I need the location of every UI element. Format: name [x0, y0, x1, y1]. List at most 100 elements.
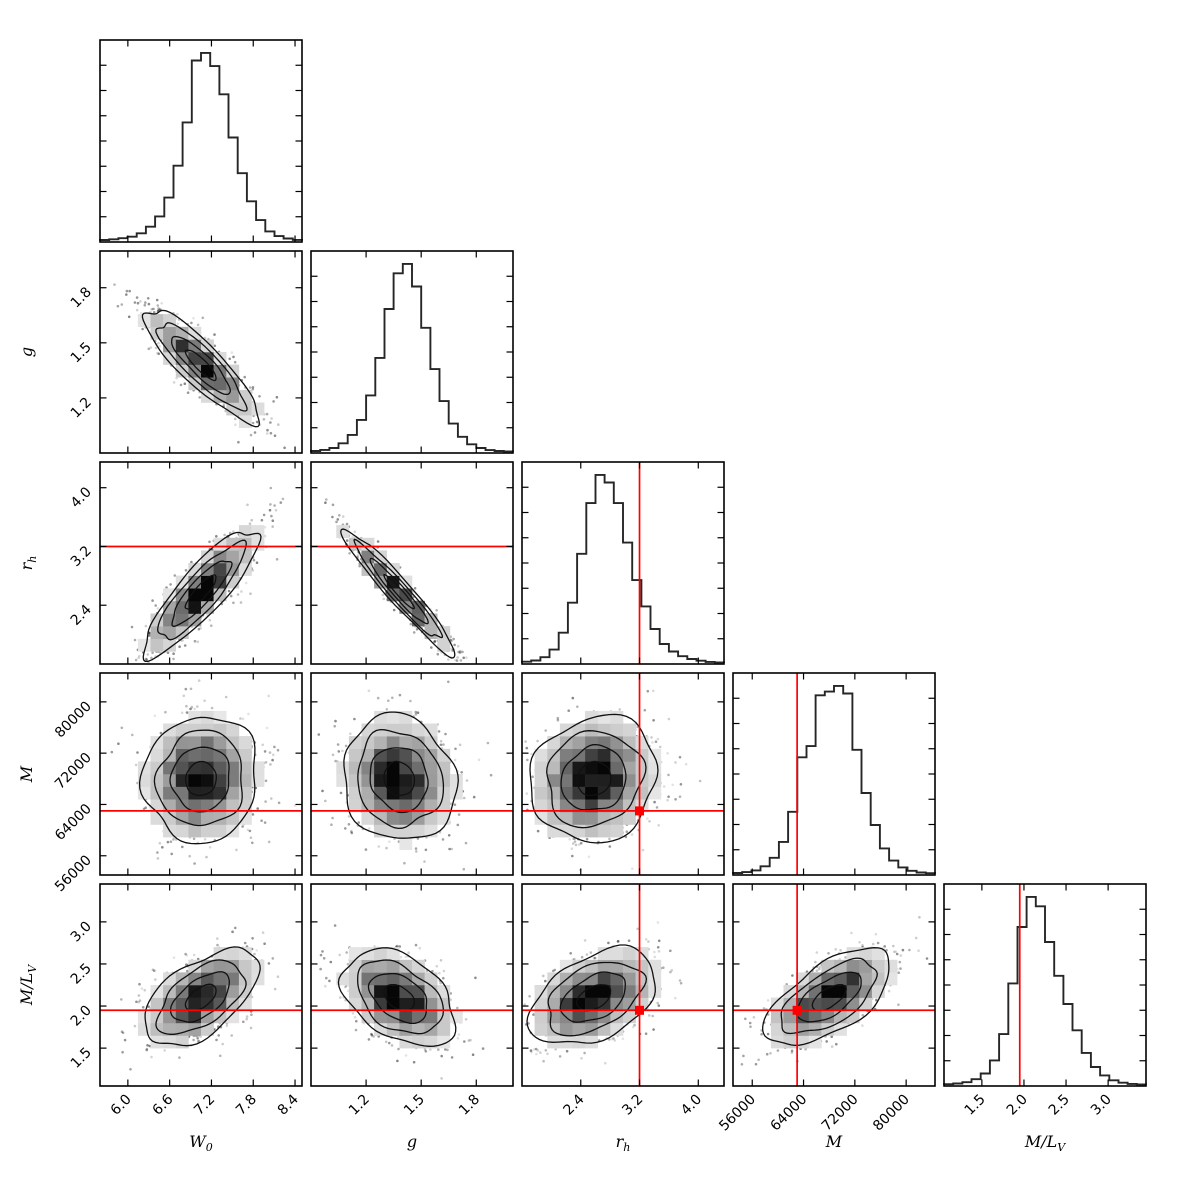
- scatter-point: [230, 1034, 233, 1037]
- scatter-point: [351, 1012, 355, 1015]
- scatter-point: [749, 1025, 752, 1028]
- scatter-point: [568, 838, 571, 841]
- scatter-point: [376, 540, 380, 543]
- scatter-point: [172, 956, 176, 959]
- density-cell: [623, 736, 636, 749]
- scatter-point: [424, 1050, 428, 1053]
- scatter-point: [444, 732, 447, 736]
- scatter-point: [265, 412, 269, 416]
- scatter-point: [469, 1038, 472, 1042]
- scatter-point: [249, 433, 253, 437]
- scatter-point: [630, 833, 634, 836]
- truth-marker-M-rh: [635, 806, 644, 816]
- density-cell: [213, 811, 227, 825]
- scatter-point: [455, 659, 459, 662]
- contour-line: [547, 961, 648, 1037]
- scatter-point: [477, 758, 481, 762]
- density-cell: [163, 1022, 176, 1036]
- scatter-point: [347, 823, 351, 826]
- density-cell: [412, 761, 425, 775]
- scatter-point: [399, 955, 403, 959]
- density-cell: [610, 774, 624, 787]
- density-cell: [834, 959, 847, 973]
- scatter-point: [748, 1021, 752, 1025]
- scatter-point: [348, 552, 351, 555]
- density-cell: [175, 1022, 189, 1036]
- y-tick-label-M: 80000: [52, 698, 95, 741]
- density-cell: [547, 786, 561, 800]
- scatter-point: [631, 867, 634, 870]
- scatter-point: [442, 976, 445, 980]
- scatter-point: [834, 948, 837, 951]
- scatter-point: [178, 645, 181, 648]
- density-cell: [137, 761, 151, 775]
- density-cell: [361, 774, 375, 787]
- scatter-point: [453, 803, 457, 806]
- scatter-point: [246, 503, 249, 507]
- density-M-vs-rh: [534, 710, 662, 838]
- scatter-point: [120, 998, 123, 1001]
- scatter-point: [146, 297, 150, 300]
- scatter-point: [333, 924, 337, 927]
- scatter-point: [335, 520, 338, 524]
- scatter-point: [152, 311, 156, 314]
- scatter-point: [658, 745, 662, 749]
- density-cell: [188, 710, 202, 724]
- density-cell: [623, 761, 636, 775]
- scatter-point: [154, 346, 158, 350]
- scatter-point: [196, 957, 200, 961]
- contour-line: [780, 957, 878, 1035]
- density-cell: [534, 748, 548, 762]
- x-tick-label-W0: 8.4: [275, 1091, 302, 1118]
- scatter-point: [251, 388, 255, 391]
- density-cell: [572, 723, 586, 737]
- density-cell: [597, 824, 611, 838]
- scatter-point: [424, 848, 428, 852]
- density-cell: [386, 959, 400, 973]
- scatter-point: [236, 593, 240, 596]
- density-cell: [238, 402, 252, 416]
- scatter-point: [135, 1000, 138, 1004]
- scatter-point: [551, 969, 555, 973]
- scatter-point: [216, 943, 219, 947]
- scatter-point: [190, 560, 193, 564]
- scatter-point: [440, 1077, 443, 1080]
- density-cell: [585, 959, 598, 973]
- density-cell: [137, 774, 151, 787]
- density-cell: [213, 824, 227, 838]
- scatter-point: [439, 743, 443, 747]
- scatter-point: [341, 515, 345, 518]
- density-cell: [175, 723, 189, 737]
- scatter-point: [140, 311, 143, 315]
- density-cell: [412, 723, 425, 737]
- density-cell: [399, 1035, 413, 1049]
- scatter-point: [648, 820, 651, 823]
- scatter-point: [203, 699, 206, 702]
- scatter-point: [150, 1055, 153, 1059]
- scatter-point: [453, 643, 456, 647]
- scatter-point: [258, 395, 261, 398]
- scatter-point: [172, 381, 176, 384]
- density-cell: [534, 786, 548, 800]
- scatter-point: [172, 657, 175, 661]
- scatter-point: [429, 1048, 432, 1051]
- density-cell: [348, 799, 362, 813]
- scatter-point: [666, 798, 669, 802]
- density-cell: [597, 748, 611, 762]
- density-cell: [163, 352, 176, 365]
- density-cell: [163, 600, 176, 614]
- scatter-point: [249, 836, 253, 839]
- scatter-point: [459, 649, 462, 653]
- scatter-point: [454, 747, 457, 751]
- scatter-point: [324, 501, 327, 505]
- density-cell: [226, 723, 240, 737]
- scatter-point: [273, 987, 277, 991]
- panel-hist-W0: [99, 39, 303, 243]
- scatter-point: [159, 731, 163, 735]
- scatter-point: [536, 829, 540, 833]
- scatter-point: [345, 951, 349, 954]
- density-cell: [361, 563, 375, 576]
- density-cell: [597, 811, 611, 825]
- density-cell: [238, 811, 252, 825]
- scatter-point: [458, 651, 462, 654]
